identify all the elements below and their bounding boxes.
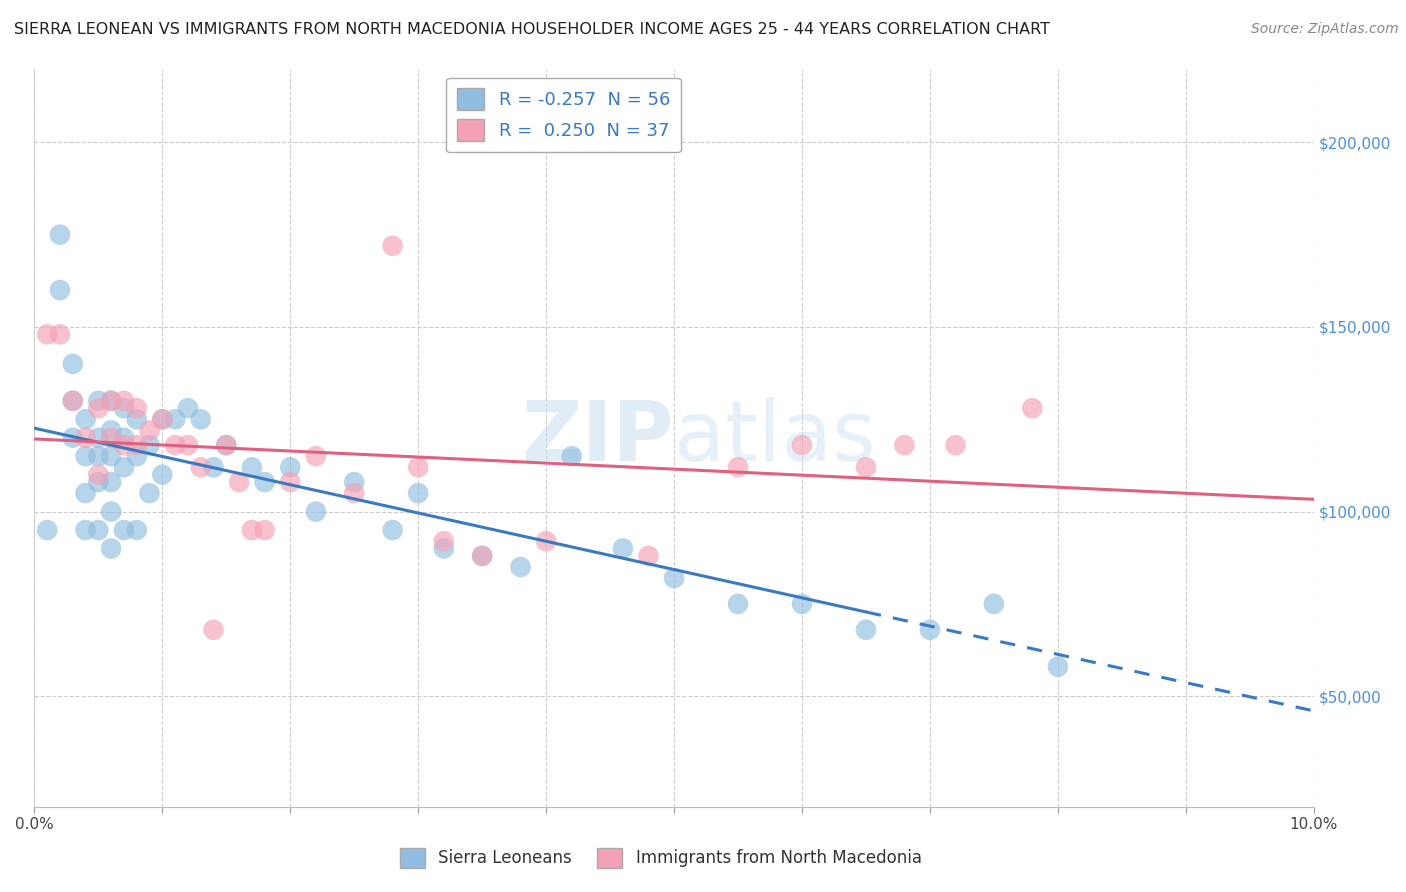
Point — [138, 423, 160, 437]
Point — [727, 597, 749, 611]
Point — [62, 431, 84, 445]
Point — [112, 393, 135, 408]
Point — [125, 438, 148, 452]
Point — [62, 393, 84, 408]
Point — [202, 623, 225, 637]
Point — [278, 475, 301, 489]
Point — [612, 541, 634, 556]
Text: SIERRA LEONEAN VS IMMIGRANTS FROM NORTH MACEDONIA HOUSEHOLDER INCOME AGES 25 - 4: SIERRA LEONEAN VS IMMIGRANTS FROM NORTH … — [14, 22, 1050, 37]
Point — [150, 412, 173, 426]
Text: Source: ZipAtlas.com: Source: ZipAtlas.com — [1251, 22, 1399, 37]
Point — [305, 505, 328, 519]
Point — [790, 438, 813, 452]
Point — [138, 438, 160, 452]
Point — [125, 523, 148, 537]
Point — [112, 523, 135, 537]
Point — [100, 475, 122, 489]
Point — [100, 431, 122, 445]
Point — [150, 467, 173, 482]
Point — [87, 523, 110, 537]
Point — [49, 327, 72, 342]
Legend: Sierra Leoneans, Immigrants from North Macedonia: Sierra Leoneans, Immigrants from North M… — [394, 841, 928, 875]
Point — [75, 431, 97, 445]
Point — [471, 549, 494, 563]
Point — [945, 438, 967, 452]
Point — [561, 449, 583, 463]
Point — [215, 438, 238, 452]
Legend: R = -0.257  N = 56, R =  0.250  N = 37: R = -0.257 N = 56, R = 0.250 N = 37 — [447, 78, 681, 153]
Point — [534, 534, 557, 549]
Point — [87, 467, 110, 482]
Text: atlas: atlas — [673, 397, 876, 478]
Point — [100, 449, 122, 463]
Point — [1046, 659, 1069, 673]
Point — [433, 534, 456, 549]
Point — [75, 486, 97, 500]
Point — [662, 571, 685, 585]
Point — [727, 460, 749, 475]
Point — [253, 523, 276, 537]
Point — [112, 401, 135, 416]
Point — [471, 549, 494, 563]
Point — [100, 541, 122, 556]
Point — [381, 239, 404, 253]
Point — [190, 412, 212, 426]
Point — [75, 449, 97, 463]
Point — [278, 460, 301, 475]
Point — [893, 438, 915, 452]
Point — [240, 523, 263, 537]
Point — [240, 460, 263, 475]
Point — [190, 460, 212, 475]
Point — [75, 523, 97, 537]
Point — [918, 623, 941, 637]
Point — [112, 460, 135, 475]
Point — [100, 393, 122, 408]
Text: ZIP: ZIP — [522, 397, 673, 478]
Point — [165, 412, 187, 426]
Point — [983, 597, 1005, 611]
Point — [87, 475, 110, 489]
Point — [1021, 401, 1043, 416]
Point — [62, 393, 84, 408]
Point — [49, 227, 72, 242]
Point — [100, 393, 122, 408]
Point — [433, 541, 456, 556]
Point — [855, 623, 877, 637]
Point — [177, 401, 200, 416]
Point — [202, 460, 225, 475]
Point — [87, 431, 110, 445]
Point — [177, 438, 200, 452]
Point — [215, 438, 238, 452]
Point — [228, 475, 250, 489]
Point — [62, 357, 84, 371]
Point — [112, 431, 135, 445]
Point — [343, 486, 366, 500]
Point — [87, 393, 110, 408]
Point — [49, 283, 72, 297]
Point — [100, 505, 122, 519]
Point — [87, 401, 110, 416]
Point — [87, 449, 110, 463]
Point — [509, 560, 531, 574]
Point — [37, 327, 59, 342]
Point — [406, 486, 429, 500]
Point — [100, 423, 122, 437]
Point — [381, 523, 404, 537]
Point — [112, 438, 135, 452]
Point — [855, 460, 877, 475]
Point — [125, 449, 148, 463]
Point — [138, 486, 160, 500]
Point — [125, 401, 148, 416]
Point — [37, 523, 59, 537]
Point — [165, 438, 187, 452]
Point — [790, 597, 813, 611]
Point — [253, 475, 276, 489]
Point — [343, 475, 366, 489]
Point — [150, 412, 173, 426]
Point — [75, 412, 97, 426]
Point — [406, 460, 429, 475]
Point — [305, 449, 328, 463]
Point — [125, 412, 148, 426]
Point — [637, 549, 659, 563]
